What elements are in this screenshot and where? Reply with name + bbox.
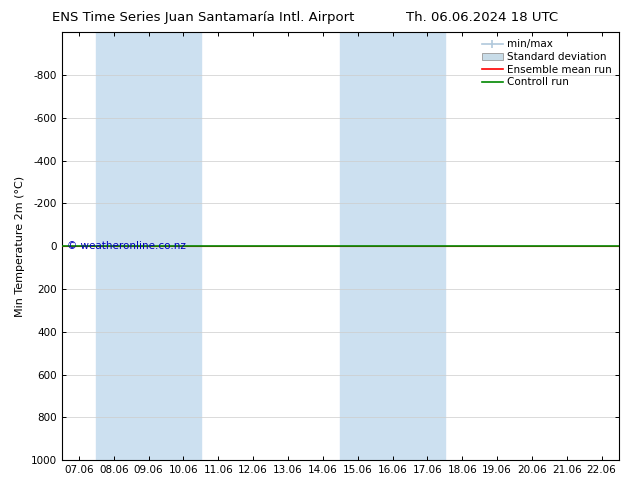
Text: ENS Time Series Juan Santamaría Intl. Airport: ENS Time Series Juan Santamaría Intl. Ai… [52,11,354,24]
Text: Th. 06.06.2024 18 UTC: Th. 06.06.2024 18 UTC [406,11,558,24]
Bar [340,32,445,460]
Y-axis label: Min Temperature 2m (°C): Min Temperature 2m (°C) [15,175,25,317]
Text: © weatheronline.co.nz: © weatheronline.co.nz [67,241,186,251]
Bar [96,32,201,460]
Legend: min/max, Standard deviation, Ensemble mean run, Controll run: min/max, Standard deviation, Ensemble me… [480,37,614,89]
